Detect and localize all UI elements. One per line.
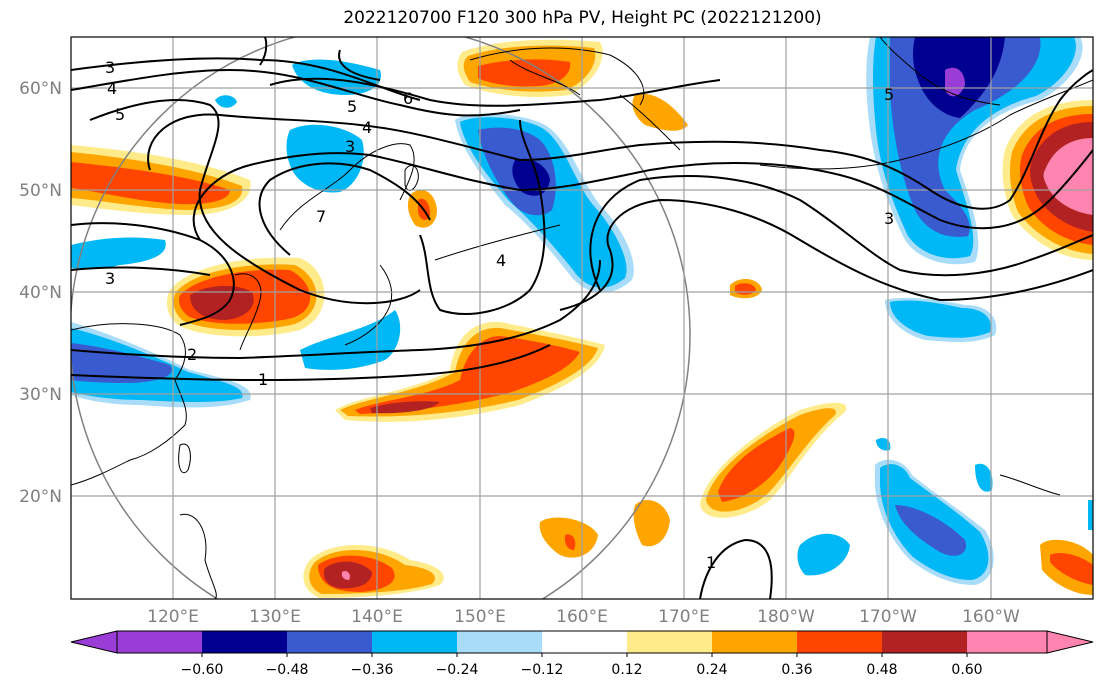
pv-negative-regions xyxy=(71,37,1093,585)
contour-label: 6 xyxy=(403,89,413,108)
lat-tick-label: 20°N xyxy=(19,487,62,507)
colorbar-label: 0.48 xyxy=(866,662,897,678)
lon-tick-label: 130°E xyxy=(249,607,301,627)
contour-label: 4 xyxy=(496,251,506,270)
contour-label: 7 xyxy=(316,207,326,226)
colorbar-swatch xyxy=(372,631,457,653)
colorbar-swatch xyxy=(797,631,882,653)
colorbar-label: −0.36 xyxy=(351,662,394,678)
contour-label: 3 xyxy=(105,269,115,288)
lat-tick-label: 40°N xyxy=(19,283,62,303)
gridlines xyxy=(71,37,1093,599)
colorbar-swatch xyxy=(117,631,202,653)
contour-labels: 3 4 5 6 5 4 3 2 1 7 4 3 5 3 1 xyxy=(105,58,894,572)
colorbar-label: 0.36 xyxy=(781,662,812,678)
map-panel: 3 4 5 6 5 4 3 2 1 7 4 3 5 3 1 xyxy=(71,37,1093,599)
lon-tick-label: 160°W xyxy=(962,607,1020,627)
lon-axis: 120°E 130°E 140°E 150°E 160°E 170°E 180°… xyxy=(147,607,1020,627)
colorbar-label: −0.48 xyxy=(266,662,309,678)
colorbar-label: 0.60 xyxy=(951,662,982,678)
height-contours xyxy=(71,37,1093,599)
colorbar-swatch xyxy=(712,631,797,653)
lon-tick-label: 150°E xyxy=(454,607,506,627)
lon-tick-label: 160°E xyxy=(556,607,608,627)
colorbar-label: 0.24 xyxy=(696,662,727,678)
colorbar-swatch xyxy=(202,631,287,653)
colorbar-swatch xyxy=(627,631,712,653)
contour-label: 4 xyxy=(362,118,372,137)
lat-tick-label: 50°N xyxy=(19,181,62,201)
contour-label: 3 xyxy=(884,209,894,228)
colorbar-label: 0.12 xyxy=(611,662,642,678)
lat-axis: 60°N 50°N 40°N 30°N 20°N xyxy=(19,79,62,507)
colorbar: −0.60 −0.48 −0.36 −0.24 −0.12 0.12 0.24 … xyxy=(70,630,1094,678)
lon-tick-label: 170°W xyxy=(859,607,917,627)
colorbar-swatch xyxy=(542,631,627,653)
range-circle xyxy=(71,37,691,599)
colorbar-swatch xyxy=(882,631,967,653)
contour-label: 4 xyxy=(107,79,117,98)
lon-tick-label: 170°E xyxy=(658,607,710,627)
coastlines xyxy=(71,37,1093,599)
lon-tick-label: 120°E xyxy=(147,607,199,627)
contour-label: 3 xyxy=(105,58,115,77)
colorbar-label: −0.12 xyxy=(521,662,564,678)
colorbar-swatch xyxy=(457,631,542,653)
lon-tick-label: 180°W xyxy=(757,607,815,627)
colorbar-label: −0.24 xyxy=(436,662,479,678)
contour-label: 5 xyxy=(884,85,894,104)
colorbar-swatch xyxy=(70,630,118,654)
contour-label: 1 xyxy=(706,553,716,572)
page-title: 2022120700 F120 300 hPa PV, Height PC (2… xyxy=(343,8,822,28)
colorbar-swatch xyxy=(287,631,372,653)
lat-tick-label: 60°N xyxy=(19,79,62,99)
contour-label: 5 xyxy=(347,97,357,116)
contour-label: 5 xyxy=(115,105,125,124)
contour-label: 1 xyxy=(258,370,268,389)
lat-tick-label: 30°N xyxy=(19,385,62,405)
colorbar-swatch xyxy=(1046,630,1094,654)
colorbar-swatch xyxy=(967,631,1047,653)
colorbar-label: −0.60 xyxy=(181,662,224,678)
contour-label: 2 xyxy=(187,345,197,364)
lon-tick-label: 140°E xyxy=(351,607,403,627)
contour-label: 3 xyxy=(345,137,355,156)
map-frame xyxy=(70,36,1094,600)
